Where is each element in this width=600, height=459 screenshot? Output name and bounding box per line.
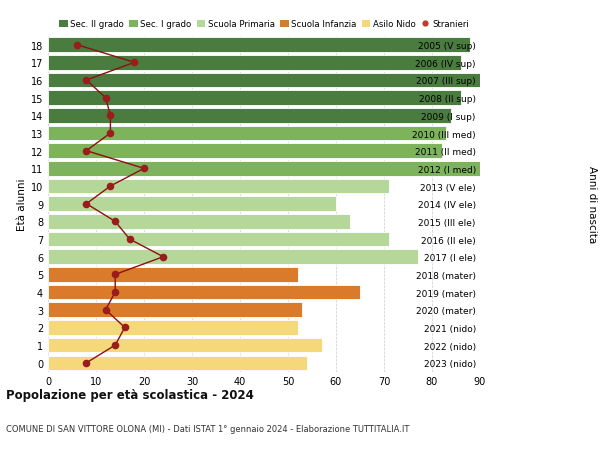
Text: COMUNE DI SAN VITTORE OLONA (MI) - Dati ISTAT 1° gennaio 2024 - Elaborazione TUT: COMUNE DI SAN VITTORE OLONA (MI) - Dati … [6,425,409,434]
Bar [48,268,298,282]
Point [158,253,168,261]
Bar [48,197,336,212]
Bar [48,250,418,264]
Bar [48,38,470,53]
Text: Popolazione per età scolastica - 2024: Popolazione per età scolastica - 2024 [6,388,254,401]
Bar [48,303,302,317]
Point [130,60,139,67]
Point [106,183,115,190]
Point [125,236,134,243]
Point [110,271,120,279]
Point [110,218,120,225]
Bar [48,91,461,106]
Bar [48,162,480,176]
Bar [48,56,461,70]
Bar [48,73,480,88]
Bar [48,338,322,353]
Bar [48,232,389,247]
Bar [48,215,350,229]
Point [101,307,110,314]
Bar [48,144,442,158]
Point [82,77,91,84]
Point [82,201,91,208]
Y-axis label: Età alunni: Età alunni [17,178,26,230]
Bar [48,109,451,123]
Point [82,359,91,367]
Point [120,324,130,331]
Point [72,42,82,49]
Bar [48,320,298,335]
Bar [48,179,389,194]
Point [101,95,110,102]
Text: Anni di nascita: Anni di nascita [587,166,597,243]
Legend: Sec. II grado, Sec. I grado, Scuola Primaria, Scuola Infanzia, Asilo Nido, Stran: Sec. II grado, Sec. I grado, Scuola Prim… [59,20,469,29]
Point [106,112,115,120]
Bar [48,356,307,370]
Point [139,165,149,173]
Point [82,148,91,155]
Point [106,130,115,137]
Point [110,289,120,296]
Bar [48,285,360,300]
Bar [48,127,446,141]
Point [110,341,120,349]
